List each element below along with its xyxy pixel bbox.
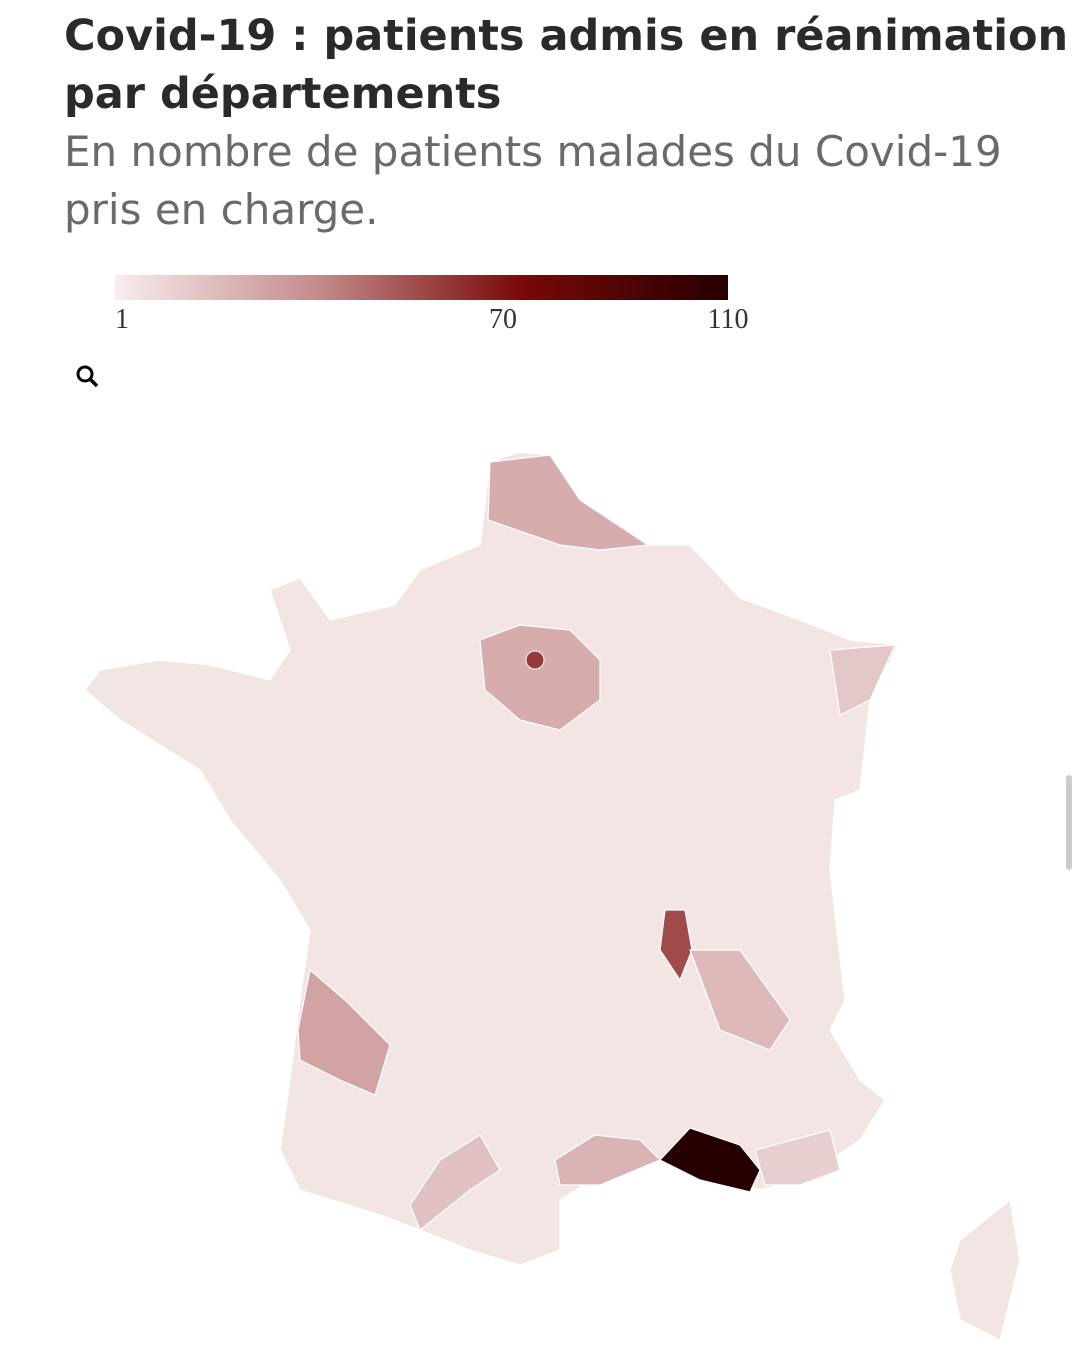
department	[554, 1134, 662, 1186]
department	[525, 650, 545, 670]
department	[689, 949, 791, 1051]
legend-tick-label: 1	[115, 304, 129, 335]
scrollbar[interactable]	[1066, 775, 1072, 870]
legend-tick-label: 70	[489, 304, 517, 335]
department	[297, 968, 391, 1096]
department	[479, 624, 601, 731]
department	[754, 1129, 841, 1186]
title-line: Covid-19 : patients admis en réanimation	[64, 11, 1068, 61]
subtitle-line: pris en charge.	[64, 185, 378, 234]
department	[409, 1134, 501, 1231]
color-bar	[115, 275, 728, 300]
department	[487, 454, 650, 551]
department	[659, 909, 693, 982]
title-line: par départements	[64, 69, 501, 119]
department	[829, 644, 896, 716]
legend-tick-label: 110	[708, 304, 749, 335]
department	[949, 1198, 1021, 1341]
department	[84, 451, 899, 1266]
subtitle-line: En nombre de patients malades du Covid-1…	[64, 127, 1002, 176]
map	[84, 451, 1021, 1341]
department	[659, 1127, 761, 1193]
search-icon[interactable]	[76, 365, 99, 388]
